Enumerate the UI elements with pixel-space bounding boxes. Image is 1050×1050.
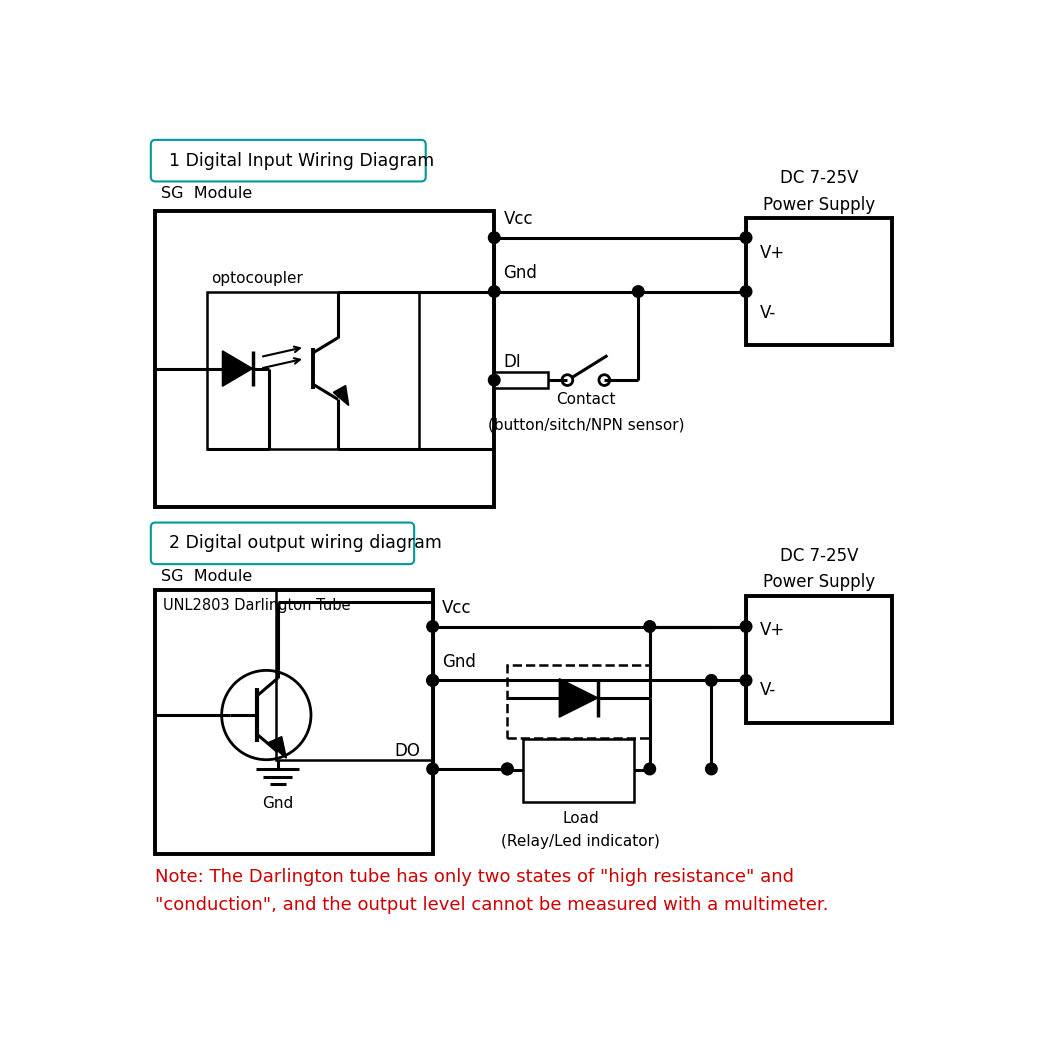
Text: V+: V+ xyxy=(760,622,785,639)
Circle shape xyxy=(488,232,500,244)
Text: Power Supply: Power Supply xyxy=(763,195,876,213)
Text: Load: Load xyxy=(562,812,598,826)
Circle shape xyxy=(644,621,655,632)
Circle shape xyxy=(502,763,513,775)
Text: V-: V- xyxy=(760,304,776,322)
Text: +: + xyxy=(617,761,633,780)
Polygon shape xyxy=(223,351,253,386)
Bar xyxy=(207,292,419,449)
Bar xyxy=(495,373,548,387)
Bar xyxy=(276,590,433,760)
Text: SG  Module: SG Module xyxy=(161,186,252,202)
Circle shape xyxy=(632,286,644,297)
Text: DC 7-25V: DC 7-25V xyxy=(780,547,859,565)
Circle shape xyxy=(427,763,439,775)
Bar xyxy=(507,665,650,738)
Text: Vcc: Vcc xyxy=(504,210,533,229)
Circle shape xyxy=(706,675,717,687)
Circle shape xyxy=(488,286,500,297)
Text: Note: The Darlington tube has only two states of "high resistance" and: Note: The Darlington tube has only two s… xyxy=(155,867,795,886)
Circle shape xyxy=(740,621,752,632)
Bar xyxy=(746,595,892,722)
Bar xyxy=(523,739,634,802)
Circle shape xyxy=(427,675,439,687)
Polygon shape xyxy=(268,737,287,758)
Text: V-: V- xyxy=(760,681,776,699)
Text: UNL2803 Darlington Tube: UNL2803 Darlington Tube xyxy=(163,598,351,613)
Text: optocoupler: optocoupler xyxy=(211,271,302,287)
Circle shape xyxy=(740,675,752,687)
Text: DC 7-25V: DC 7-25V xyxy=(780,169,859,187)
Text: Gnd: Gnd xyxy=(262,796,294,811)
Text: DO: DO xyxy=(394,741,420,760)
Circle shape xyxy=(488,375,500,386)
Text: 2 Digital output wiring diagram: 2 Digital output wiring diagram xyxy=(169,534,442,552)
Bar xyxy=(746,218,892,345)
Text: 1 Digital Input Wiring Diagram: 1 Digital Input Wiring Diagram xyxy=(169,151,435,170)
Circle shape xyxy=(740,286,752,297)
Circle shape xyxy=(740,232,752,244)
Polygon shape xyxy=(333,385,349,405)
Text: SG  Module: SG Module xyxy=(161,569,252,584)
Text: Power Supply: Power Supply xyxy=(763,573,876,591)
Bar xyxy=(155,590,433,854)
Circle shape xyxy=(427,621,439,632)
Circle shape xyxy=(644,763,655,775)
Text: Gnd: Gnd xyxy=(442,653,476,671)
Text: −: − xyxy=(524,761,540,780)
Text: Vcc: Vcc xyxy=(442,600,471,617)
Text: Gnd: Gnd xyxy=(504,265,538,282)
Polygon shape xyxy=(560,678,597,717)
Circle shape xyxy=(706,763,717,775)
Circle shape xyxy=(502,763,513,775)
Text: Contact: Contact xyxy=(556,393,615,407)
Bar xyxy=(155,211,495,507)
Text: DI: DI xyxy=(504,353,521,371)
Text: "conduction", and the output level cannot be measured with a multimeter.: "conduction", and the output level canno… xyxy=(155,897,828,915)
Text: (button/sitch/NPN sensor): (button/sitch/NPN sensor) xyxy=(487,417,685,432)
Circle shape xyxy=(427,675,439,687)
Text: (Relay/Led indicator): (Relay/Led indicator) xyxy=(501,835,659,849)
Text: V+: V+ xyxy=(760,244,785,262)
